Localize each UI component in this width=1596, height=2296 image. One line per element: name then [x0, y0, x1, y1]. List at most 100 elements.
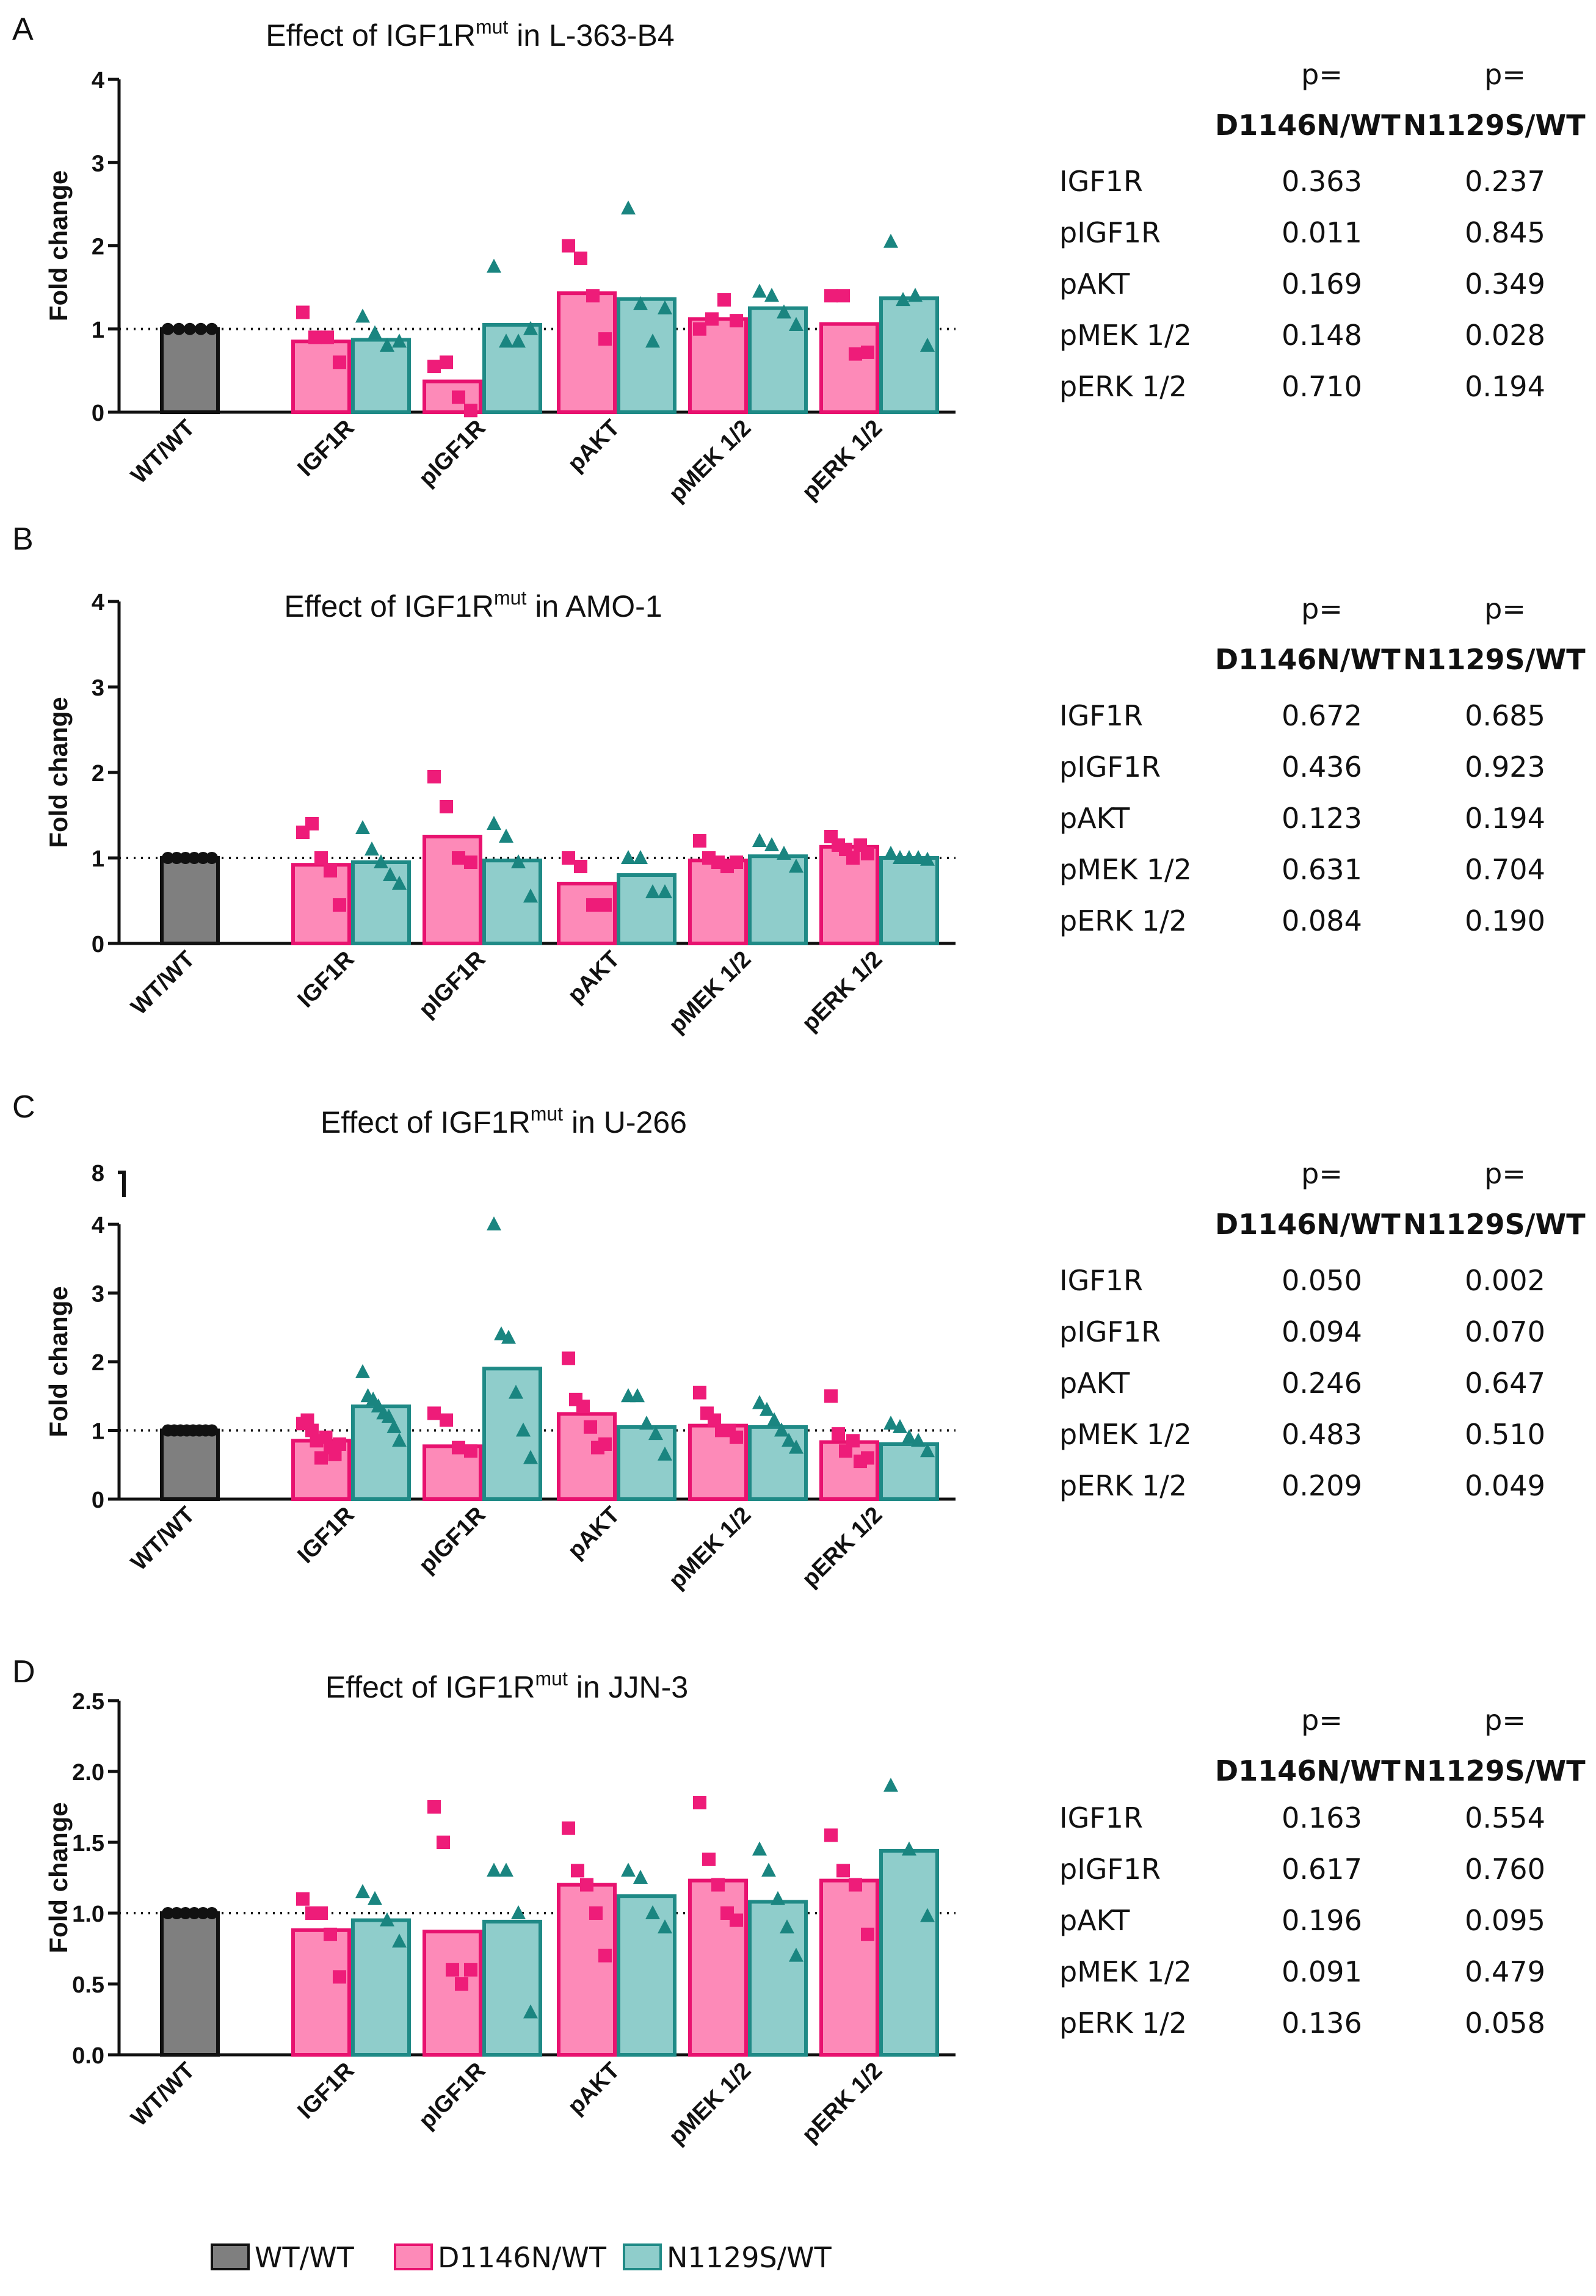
point-d1146n [446, 1963, 459, 1977]
point-d1146n [598, 332, 612, 346]
point-d1146n [452, 390, 465, 404]
y-tick-label: 4 [92, 590, 104, 616]
point-d1146n [708, 1413, 721, 1427]
p-value-n1129s: 0.002 [1465, 1264, 1545, 1297]
p-value-d1146n: 0.163 [1282, 1801, 1362, 1834]
point-n1129s [511, 854, 526, 868]
point-d1146n [440, 1413, 453, 1427]
point-n1129s [633, 850, 648, 864]
point-n1129s [355, 308, 370, 323]
panel-letter: B [12, 521, 34, 557]
point-n1129s [645, 333, 660, 348]
p-value-n1129s: 0.237 [1465, 165, 1545, 198]
p-table-row: pIGF1R 0.436 0.923 [1059, 750, 1596, 787]
point-n1129s [789, 1947, 803, 1962]
chart-panel-c: C Effect of IGF1Rmut in U-266 0 1 2 3 4 8 Fold c… [12, 1089, 956, 1594]
p-value-n1129s: 0.190 [1465, 904, 1545, 937]
point-d1146n [705, 312, 719, 326]
chart-title: Effect of IGF1Rmut in JJN-3 [325, 1668, 688, 1704]
point-wt [206, 322, 218, 335]
point-d1146n [730, 1430, 743, 1444]
p-table-row: pIGF1R 0.011 0.845 [1059, 216, 1596, 253]
point-wt [206, 1424, 218, 1437]
point-d1146n [711, 1878, 725, 1892]
p-value-n1129s: 0.028 [1465, 319, 1545, 352]
p-row-label: pMEK 1/2 [1059, 1418, 1192, 1451]
x-tick-label: pIGF1R [414, 415, 490, 492]
p-row-label: pERK 1/2 [1059, 904, 1188, 937]
point-d1146n [300, 1413, 314, 1427]
p-label: p= [1484, 1704, 1526, 1737]
y-axis-label: Fold change [44, 1802, 73, 1953]
p-header-d1146n: D1146N/WT [1215, 109, 1401, 142]
p-header-d1146n: D1146N/WT [1215, 643, 1401, 676]
p-table-row: pMEK 1/2 0.483 0.510 [1059, 1418, 1596, 1455]
point-n1129s [771, 1891, 785, 1905]
y-tick-label: 3 [92, 675, 104, 701]
y-tick-label: 1 [92, 1419, 104, 1445]
p-value-d1146n: 0.363 [1282, 165, 1362, 198]
point-n1129s [902, 1841, 916, 1856]
point-d1146n [296, 305, 310, 319]
point-n1129s [621, 1862, 636, 1877]
chart-panel-b: B Effect of IGF1Rmut in AMO-1 0 1 2 3 4 Fold ch… [12, 521, 956, 1038]
x-tick-label: pERK 1/2 [797, 2058, 888, 2148]
point-n1129s [380, 338, 394, 352]
point-d1146n [730, 1913, 743, 1927]
point-d1146n [849, 1878, 862, 1892]
point-n1129s [774, 1422, 789, 1437]
p-value-d1146n: 0.196 [1282, 1904, 1362, 1937]
bar-d1146n-perk12 [819, 322, 879, 415]
point-d1146n [319, 1430, 333, 1444]
point-d1146n [832, 1427, 845, 1441]
point-d1146n [333, 1970, 346, 1984]
p-table-row: IGF1R 0.363 0.237 [1059, 165, 1596, 202]
point-d1146n [324, 1927, 337, 1941]
panel-letter: D [12, 1654, 35, 1690]
point-d1146n [333, 1437, 346, 1451]
p-table-row: pERK 1/2 0.136 0.058 [1059, 2007, 1596, 2043]
p-table-row: pAKT 0.123 0.194 [1059, 802, 1596, 838]
x-tick-label: pIGF1R [414, 1502, 490, 1579]
point-d1146n [452, 851, 465, 865]
point-n1129s [487, 816, 501, 830]
bar-d1146n-pakt [557, 291, 617, 414]
point-n1129s [630, 1388, 645, 1403]
point-d1146n [693, 834, 706, 848]
y-axis-label: Fold change [44, 1286, 73, 1437]
p-value-d1146n: 0.011 [1282, 216, 1362, 249]
p-table-row: pIGF1R 0.094 0.070 [1059, 1315, 1596, 1352]
point-d1146n [839, 1444, 852, 1458]
point-d1146n [321, 330, 334, 344]
p-table-row: IGF1R 0.672 0.685 [1059, 699, 1596, 736]
point-d1146n [861, 847, 874, 860]
p-header-n1129s: N1129S/WT [1403, 643, 1586, 676]
bar-d1146n-pakt [557, 1883, 617, 2057]
point-d1146n [464, 1963, 477, 1977]
x-tick-label: pAKT [563, 1502, 625, 1564]
point-d1146n [464, 404, 477, 418]
point-n1129s [368, 325, 382, 340]
point-n1129s [752, 283, 767, 298]
bar-n1129s-pakt [617, 873, 676, 945]
p-row-label: pMEK 1/2 [1059, 319, 1192, 352]
p-row-label: pERK 1/2 [1059, 1469, 1188, 1502]
p-value-n1129s: 0.760 [1465, 1853, 1545, 1886]
p-header-n1129s: N1129S/WT [1403, 1754, 1586, 1787]
bar-n1129s-pigf1r [482, 322, 542, 414]
x-tick-label: IGF1R [293, 946, 360, 1013]
point-d1146n [846, 1434, 860, 1448]
legend-swatch-wt [211, 2243, 250, 2270]
p-value-n1129s: 0.704 [1465, 853, 1545, 886]
y-tick-label: 3 [92, 151, 104, 176]
bar-n1129s-pakt [617, 297, 676, 415]
point-n1129s [920, 851, 935, 866]
p-label: p= [1301, 592, 1343, 625]
point-d1146n [440, 800, 453, 813]
point-n1129s [902, 1429, 916, 1444]
p-table-row: pIGF1R 0.617 0.760 [1059, 1853, 1596, 1889]
point-n1129s [380, 1912, 394, 1927]
p-header-d1146n: D1146N/WT [1215, 1754, 1401, 1787]
p-table-b: p= p= D1146N/WT N1129S/WT IGF1R 0.672 0.685 pIG… [1059, 592, 1586, 937]
p-value-n1129s: 0.554 [1465, 1801, 1545, 1834]
